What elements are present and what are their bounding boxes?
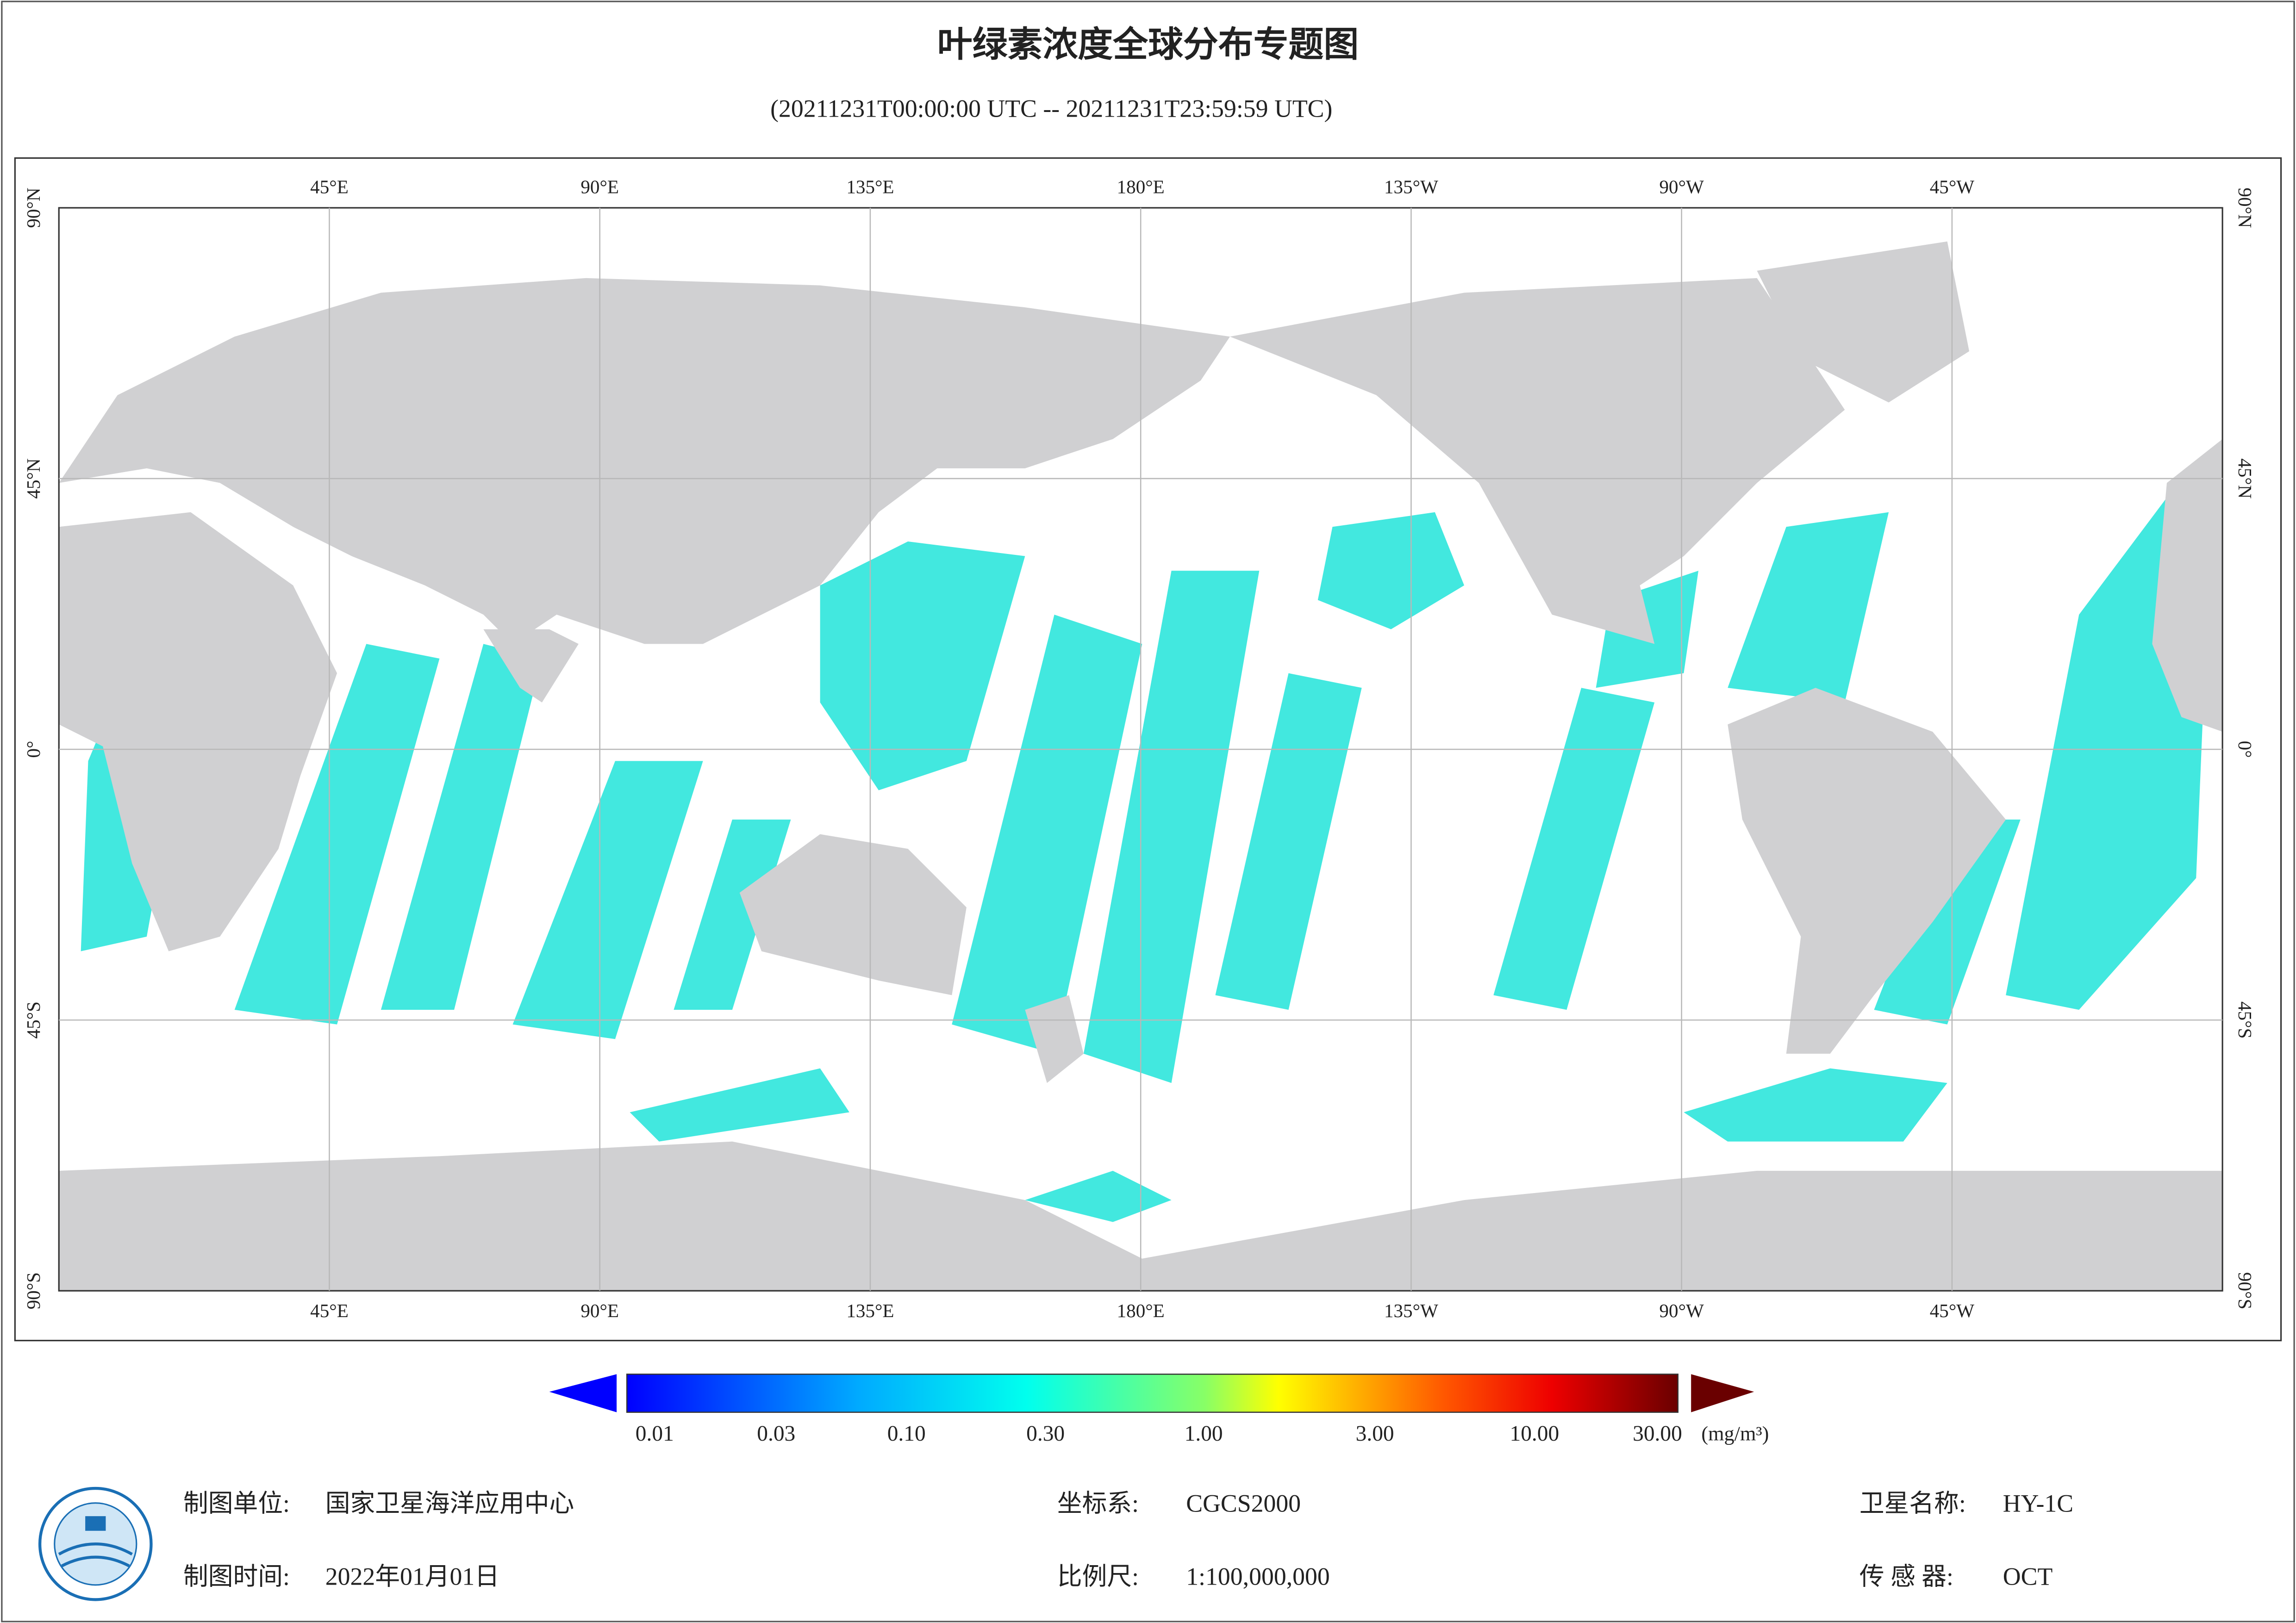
lat-label-right: 45°S bbox=[2234, 1001, 2256, 1038]
scale-value: 1:100,000,000 bbox=[1186, 1562, 1330, 1590]
satellite-label: 卫星名称: bbox=[1859, 1489, 1966, 1517]
lon-label-bottom: 90°E bbox=[580, 1300, 619, 1321]
colorbar-tick-label: 10.00 bbox=[1510, 1422, 1559, 1446]
colorbar-high-arrow bbox=[1691, 1374, 1754, 1412]
lon-label-top: 45°E bbox=[310, 176, 349, 197]
scale-label: 比例尺: bbox=[1057, 1562, 1139, 1590]
subtitle: (20211231T00:00:00 UTC -- 20211231T23:59… bbox=[770, 95, 1332, 123]
lat-label-right: 45°N bbox=[2234, 458, 2256, 498]
logo bbox=[38, 1486, 153, 1601]
date-value: 2022年01月01日 bbox=[325, 1562, 499, 1590]
colorbar-ticks: 0.01 0.03 0.10 0.30 1.00 3.00 10.00 30.00 bbox=[636, 1422, 1682, 1446]
date-label: 制图时间: bbox=[183, 1562, 290, 1590]
colorbar-low-arrow bbox=[549, 1374, 617, 1412]
lat-label-left: 45°S bbox=[23, 1001, 44, 1038]
lon-label-bottom: 135°W bbox=[1384, 1300, 1438, 1321]
lon-label-top: 180°E bbox=[1117, 176, 1165, 197]
agency-label: 制图单位: bbox=[183, 1489, 290, 1517]
lon-label-top: 90°E bbox=[580, 176, 619, 197]
colorbar-tick-label: 1.00 bbox=[1185, 1422, 1223, 1446]
lon-label-top: 90°W bbox=[1659, 176, 1704, 197]
crs-label: 坐标系: bbox=[1057, 1489, 1139, 1517]
colorbar-tick-label: 3.00 bbox=[1356, 1422, 1394, 1446]
lat-label-right: 90°N bbox=[2234, 187, 2256, 228]
lat-label-right: 90°S bbox=[2234, 1272, 2256, 1309]
lat-label-left: 90°S bbox=[23, 1272, 44, 1309]
satellite-value: HY-1C bbox=[2003, 1489, 2073, 1517]
colorbar bbox=[626, 1374, 1679, 1413]
graticule bbox=[59, 208, 2223, 1291]
map-frame bbox=[14, 157, 2282, 1342]
lon-label-top: 135°W bbox=[1384, 176, 1438, 197]
sensor-label: 传 感 器: bbox=[1859, 1562, 1953, 1590]
lon-label-bottom: 45°W bbox=[1930, 1300, 1975, 1321]
lon-labels: 45°E 45°E 90°E 90°E 135°E 135°E 180°E 180°E 135°… bbox=[310, 176, 1974, 1321]
lon-label-bottom: 90°W bbox=[1659, 1300, 1704, 1321]
title: 叶绿素浓度全球分布专题图 bbox=[937, 25, 1359, 64]
lat-label-left: 0° bbox=[23, 741, 44, 758]
lon-label-bottom: 135°E bbox=[846, 1300, 894, 1321]
colorbar-tick-label: 0.10 bbox=[887, 1422, 926, 1446]
crs-value: CGCS2000 bbox=[1186, 1489, 1301, 1517]
chlorophyll-swaths bbox=[81, 497, 2211, 1222]
lon-label-top: 45°W bbox=[1930, 176, 1975, 197]
lon-label-bottom: 45°E bbox=[310, 1300, 349, 1321]
colorbar-tick-label: 30.00 bbox=[1633, 1422, 1682, 1446]
colorbar-tick-label: 0.03 bbox=[757, 1422, 795, 1446]
colorbar-tick-label: 0.01 bbox=[636, 1422, 674, 1446]
lat-label-left: 45°N bbox=[23, 458, 44, 498]
lat-label-right: 0° bbox=[2234, 741, 2256, 758]
lat-labels: 90°N 90°N 45°N 45°N 0° 0° 45°S 45°S 90°S 90°S bbox=[23, 187, 2256, 1309]
sensor-value: OCT bbox=[2003, 1562, 2053, 1590]
colorbar-unit: (mg/m³) bbox=[1701, 1422, 1769, 1445]
colorbar-tick-label: 0.30 bbox=[1026, 1422, 1065, 1446]
lat-label-left: 90°N bbox=[23, 187, 44, 228]
agency-value: 国家卫星海洋应用中心 bbox=[325, 1489, 574, 1517]
lon-label-top: 135°E bbox=[846, 176, 894, 197]
lon-label-bottom: 180°E bbox=[1117, 1300, 1165, 1321]
